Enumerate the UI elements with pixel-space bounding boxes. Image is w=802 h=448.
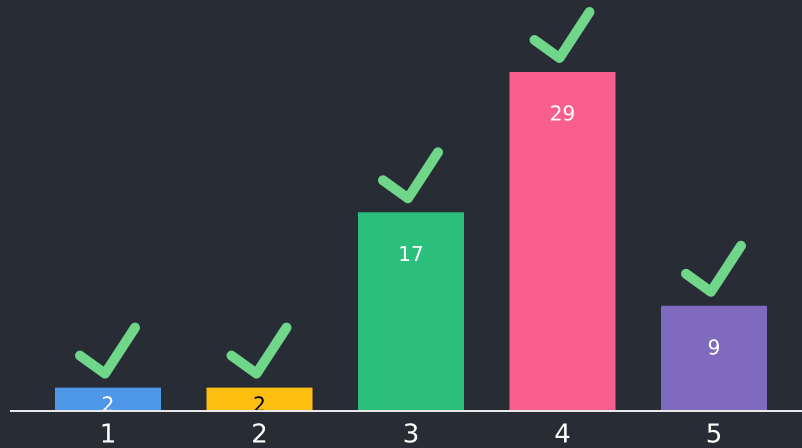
x-tick-label: 3	[403, 420, 420, 448]
x-tick-label: 5	[706, 420, 723, 448]
check-icon	[529, 7, 595, 63]
x-tick-label: 1	[100, 420, 117, 448]
x-tick-label: 2	[251, 420, 268, 448]
bar	[358, 212, 464, 411]
check-icon	[681, 240, 746, 297]
value-label: 2	[102, 393, 115, 417]
bar	[509, 72, 616, 411]
bar	[661, 305, 767, 411]
value-label: 2	[253, 393, 266, 417]
check-icon	[226, 322, 292, 379]
bar	[55, 387, 161, 411]
x-tick-label: 4	[554, 420, 571, 448]
check-icon	[75, 322, 140, 379]
check-icon	[378, 147, 443, 204]
value-label: 17	[398, 242, 423, 266]
value-label: 29	[550, 102, 575, 126]
bar	[206, 387, 313, 411]
value-label: 9	[708, 335, 721, 359]
